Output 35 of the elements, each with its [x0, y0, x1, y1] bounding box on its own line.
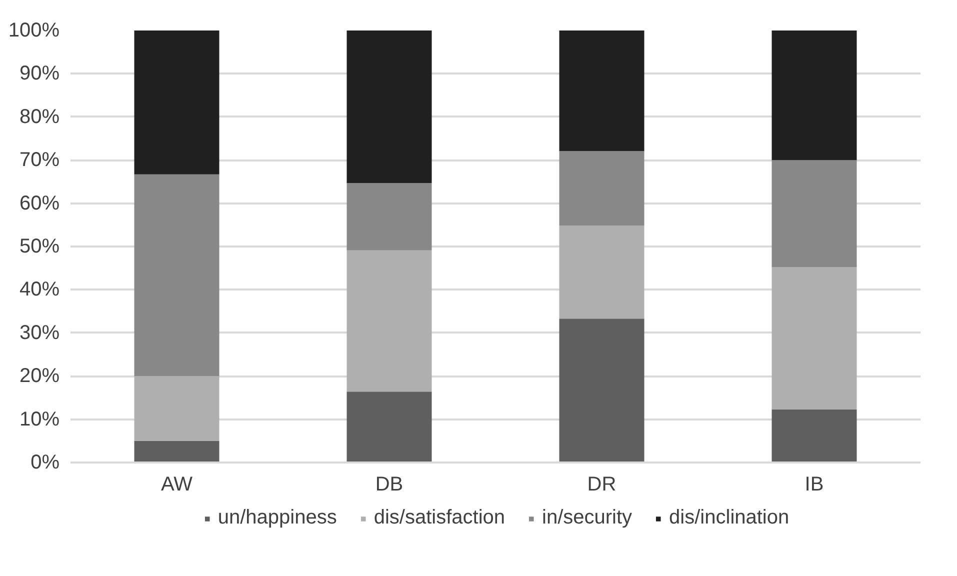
x-tick-label: DB [375, 474, 404, 496]
bar [134, 174, 220, 376]
bar [772, 409, 857, 462]
x-tick-label: AW [161, 474, 193, 496]
legend-label: dis/inclination [669, 506, 790, 530]
y-tick-label: 40% [19, 278, 60, 301]
y-tick-label: 20% [19, 365, 60, 388]
y-tick-label: 60% [19, 192, 60, 214]
y-tick-label: 0% [30, 452, 60, 474]
bar [772, 160, 857, 268]
bar [559, 318, 644, 462]
y-tick-label: 50% [19, 236, 60, 258]
y-tick-label: 10% [19, 408, 60, 430]
bar [134, 30, 220, 174]
legend-label: un/happiness [218, 506, 337, 530]
x-tick-label: IB [804, 474, 824, 496]
bar [346, 30, 432, 183]
y-tick-label: 70% [19, 149, 60, 172]
bar [134, 440, 220, 462]
legend-label: dis/satisfaction [374, 506, 506, 530]
y-tick-label: 80% [19, 106, 60, 128]
bar [134, 376, 220, 441]
bar [559, 30, 644, 152]
bar [559, 226, 644, 319]
bar [772, 267, 857, 410]
y-tick-label: 100% [8, 20, 60, 42]
bar [772, 30, 857, 160]
bar [346, 182, 432, 250]
bar [346, 250, 432, 392]
y-tick-label: 30% [19, 322, 60, 344]
y-tick-label: 90% [19, 62, 60, 85]
bar [559, 151, 644, 226]
x-tick-label: DR [587, 474, 616, 496]
legend-label: in/security [542, 506, 632, 530]
bar [346, 392, 432, 462]
